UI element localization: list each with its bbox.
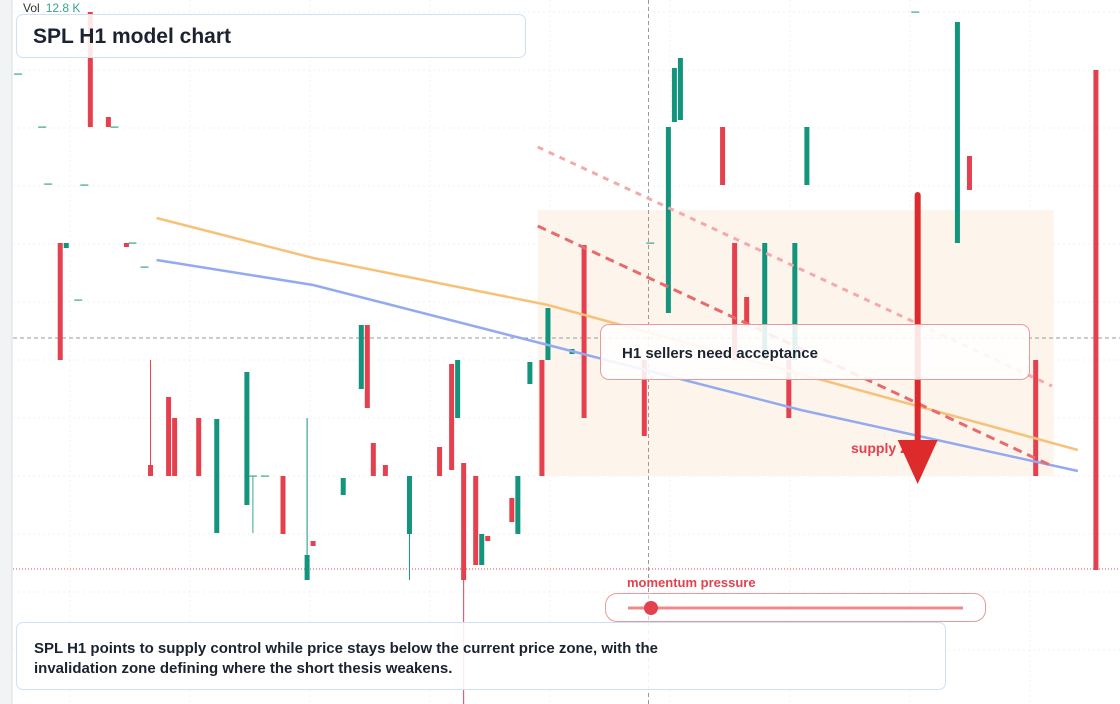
candle-body <box>515 476 521 534</box>
candle-body <box>966 156 972 190</box>
candle-body <box>310 541 316 546</box>
arrow-head <box>897 440 938 484</box>
callout-box: H1 sellers need acceptance <box>600 324 1030 380</box>
candle-body <box>172 418 178 476</box>
candle-body <box>581 245 587 418</box>
candle-body <box>485 536 491 541</box>
chart-title: SPL H1 model chart <box>33 25 232 48</box>
candle-body <box>63 243 69 248</box>
trend-line <box>537 224 1053 468</box>
summary-text: SPL H1 points to supply control while pr… <box>34 640 658 677</box>
candle-doji <box>140 266 149 268</box>
candle-body <box>641 360 647 436</box>
volume-label: Vol <box>23 1 40 15</box>
title-box: SPL H1 model chart <box>16 14 526 58</box>
candle-body <box>461 463 467 580</box>
candle-body <box>304 555 310 580</box>
candle-body <box>123 243 129 247</box>
candle-body <box>244 372 250 505</box>
slider-knob <box>644 601 658 615</box>
candle-body <box>954 22 960 243</box>
candle-body <box>792 243 798 360</box>
volume-value: 12.8 K <box>45 1 81 15</box>
moving-average <box>156 258 1079 473</box>
candle-body <box>539 360 545 476</box>
candle-body <box>370 443 376 476</box>
candle-body <box>804 127 810 185</box>
candle-doji <box>110 126 119 128</box>
callout-text: H1 sellers need acceptance <box>622 345 818 362</box>
candle-body <box>762 243 768 360</box>
candle-doji <box>74 299 83 301</box>
candle-body <box>473 476 479 565</box>
candle-body <box>437 447 443 476</box>
candle-body <box>449 364 455 470</box>
candle-body <box>527 362 533 384</box>
volume-readout: Vol 12.8 K <box>23 1 80 15</box>
momentum-slider <box>628 601 963 615</box>
candle-body <box>732 243 738 360</box>
candle-doji <box>911 11 920 13</box>
candle-body <box>364 325 370 408</box>
candle-doji <box>646 242 655 244</box>
candle-doji <box>38 126 47 128</box>
candle-doji <box>260 475 269 477</box>
candle-body <box>105 117 111 127</box>
candle-body <box>87 12 93 127</box>
candle-body <box>148 465 154 476</box>
summary-box: SPL H1 points to supply control while pr… <box>16 622 946 690</box>
candle-body <box>1093 70 1099 570</box>
candle-body <box>545 308 551 360</box>
candle-body <box>214 419 220 533</box>
candle-body <box>786 360 792 418</box>
candle-body <box>406 476 412 534</box>
candle-body <box>166 397 172 476</box>
candle-body <box>382 465 388 476</box>
candle-body <box>358 325 364 389</box>
candle-body <box>665 127 671 313</box>
candle-body <box>720 127 726 185</box>
candle-body <box>196 418 202 476</box>
candle-body <box>671 68 677 122</box>
candle-body <box>57 243 63 360</box>
candle-doji <box>44 183 53 185</box>
candle-body <box>340 478 346 495</box>
candle-body <box>479 534 485 565</box>
candle-body <box>677 58 683 120</box>
momentum-label: momentum pressure <box>627 575 756 590</box>
candle-body <box>1033 360 1039 476</box>
momentum-box <box>605 593 986 622</box>
candle-doji <box>14 73 23 75</box>
candle-doji <box>128 242 137 244</box>
candle-body <box>280 476 286 534</box>
candle-doji <box>80 184 89 186</box>
candle-body <box>509 498 515 522</box>
candle-body <box>744 297 750 325</box>
candle-body <box>455 360 461 418</box>
candle-doji <box>248 475 257 477</box>
left-strip <box>0 0 12 704</box>
